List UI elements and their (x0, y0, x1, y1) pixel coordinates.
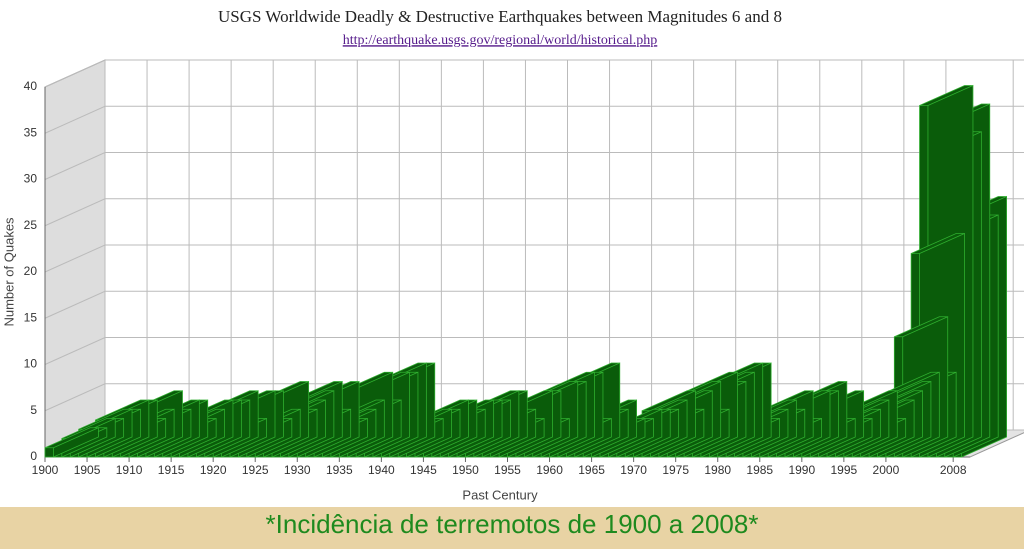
y-tick-label: 30 (24, 172, 38, 186)
x-tick-label: 1995 (831, 463, 858, 477)
x-tick-label: 1945 (410, 463, 437, 477)
x-tick-label: 1955 (494, 463, 521, 477)
y-tick-label: 15 (24, 310, 38, 324)
x-tick-label: 1915 (158, 463, 185, 477)
x-tick-label: 1990 (788, 463, 815, 477)
x-tick-label: 1900 (32, 463, 59, 477)
y-tick-label: 35 (24, 125, 38, 139)
chart-title: USGS Worldwide Deadly & Destructive Eart… (218, 7, 782, 26)
x-tick-label: 1980 (704, 463, 731, 477)
x-tick-label: 1985 (746, 463, 773, 477)
x-tick-label: 2008 (940, 463, 967, 477)
y-tick-label: 20 (24, 264, 38, 278)
y-tick-label: 5 (30, 403, 37, 417)
x-tick-label: 1940 (368, 463, 395, 477)
x-tick-label: 1925 (242, 463, 269, 477)
y-tick-label: 25 (24, 218, 38, 232)
x-tick-label: 1930 (284, 463, 311, 477)
y-tick-label: 0 (30, 449, 37, 463)
y-axis-label: Number of Quakes (1, 217, 16, 327)
x-tick-label: 1975 (662, 463, 689, 477)
caption: *Incidência de terremotos de 1900 a 2008… (266, 509, 759, 539)
x-tick-label: 1910 (116, 463, 143, 477)
bar (44, 427, 99, 458)
x-tick-label: 1965 (578, 463, 605, 477)
x-tick-label: 1935 (326, 463, 353, 477)
x-tick-label: 1950 (452, 463, 479, 477)
source-link[interactable]: http://earthquake.usgs.gov/regional/worl… (343, 33, 658, 48)
x-tick-label: 2000 (873, 463, 900, 477)
x-axis-label: Past Century (462, 487, 538, 502)
x-tick-label: 1905 (74, 463, 101, 477)
x-tick-label: 1970 (620, 463, 647, 477)
y-tick-label: 40 (24, 79, 38, 93)
caption-band (0, 507, 1024, 549)
x-tick-label: 1960 (536, 463, 563, 477)
x-tick-label: 1920 (200, 463, 227, 477)
y-tick-label: 10 (24, 357, 38, 371)
